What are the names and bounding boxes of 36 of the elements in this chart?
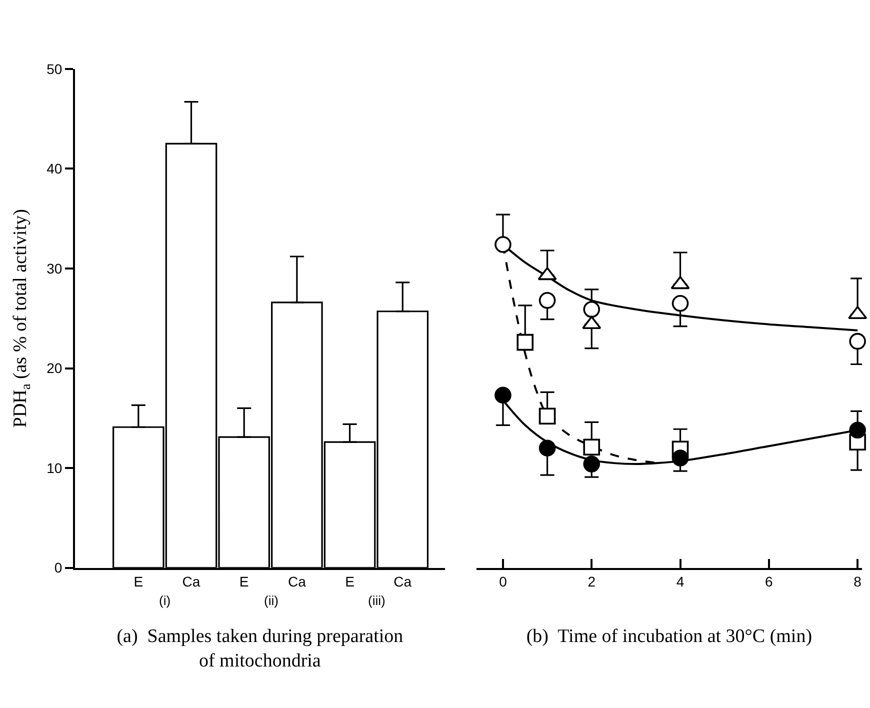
text: (ii) <box>264 593 278 608</box>
point <box>538 408 556 425</box>
x-tick-label: Ca <box>394 574 412 590</box>
x-axis-title: (a) Samples taken during preparation of mitochondria <box>116 626 404 672</box>
point <box>849 332 866 350</box>
point <box>538 292 556 309</box>
point <box>848 306 868 320</box>
text: (iii) <box>368 593 386 608</box>
point <box>494 386 512 404</box>
x-tick-label: 4 <box>676 574 684 590</box>
point <box>516 334 534 351</box>
y-tick-label: 20 <box>46 360 62 376</box>
y-tick-label: 40 <box>46 160 62 177</box>
x-axis-title: (b) Time of incubation at 30°C (min) <box>526 626 812 647</box>
y-tick-label: 30 <box>46 260 62 276</box>
y-tick-label: 10 <box>46 460 62 476</box>
x-tick-label: Ca <box>288 574 306 590</box>
y-tick-label: 50 <box>46 60 62 77</box>
point <box>849 422 866 439</box>
point <box>583 456 600 472</box>
x-tick-label: E <box>134 574 144 590</box>
point <box>672 294 689 312</box>
x-tick-label: 2 <box>588 574 596 590</box>
x-tick-label: E <box>345 574 354 590</box>
point <box>583 438 600 456</box>
x-tick-label: 8 <box>854 574 862 590</box>
point <box>538 440 556 456</box>
point <box>583 300 600 318</box>
text: (i) <box>159 593 171 608</box>
x-tick-label: 0 <box>499 574 508 590</box>
point <box>672 450 689 466</box>
x-tick-label: Ca <box>182 574 200 590</box>
x-tick-label: E <box>239 574 249 590</box>
point <box>494 236 512 253</box>
y-tick-label: 0 <box>54 560 62 576</box>
x-tick-label: 6 <box>765 574 774 590</box>
